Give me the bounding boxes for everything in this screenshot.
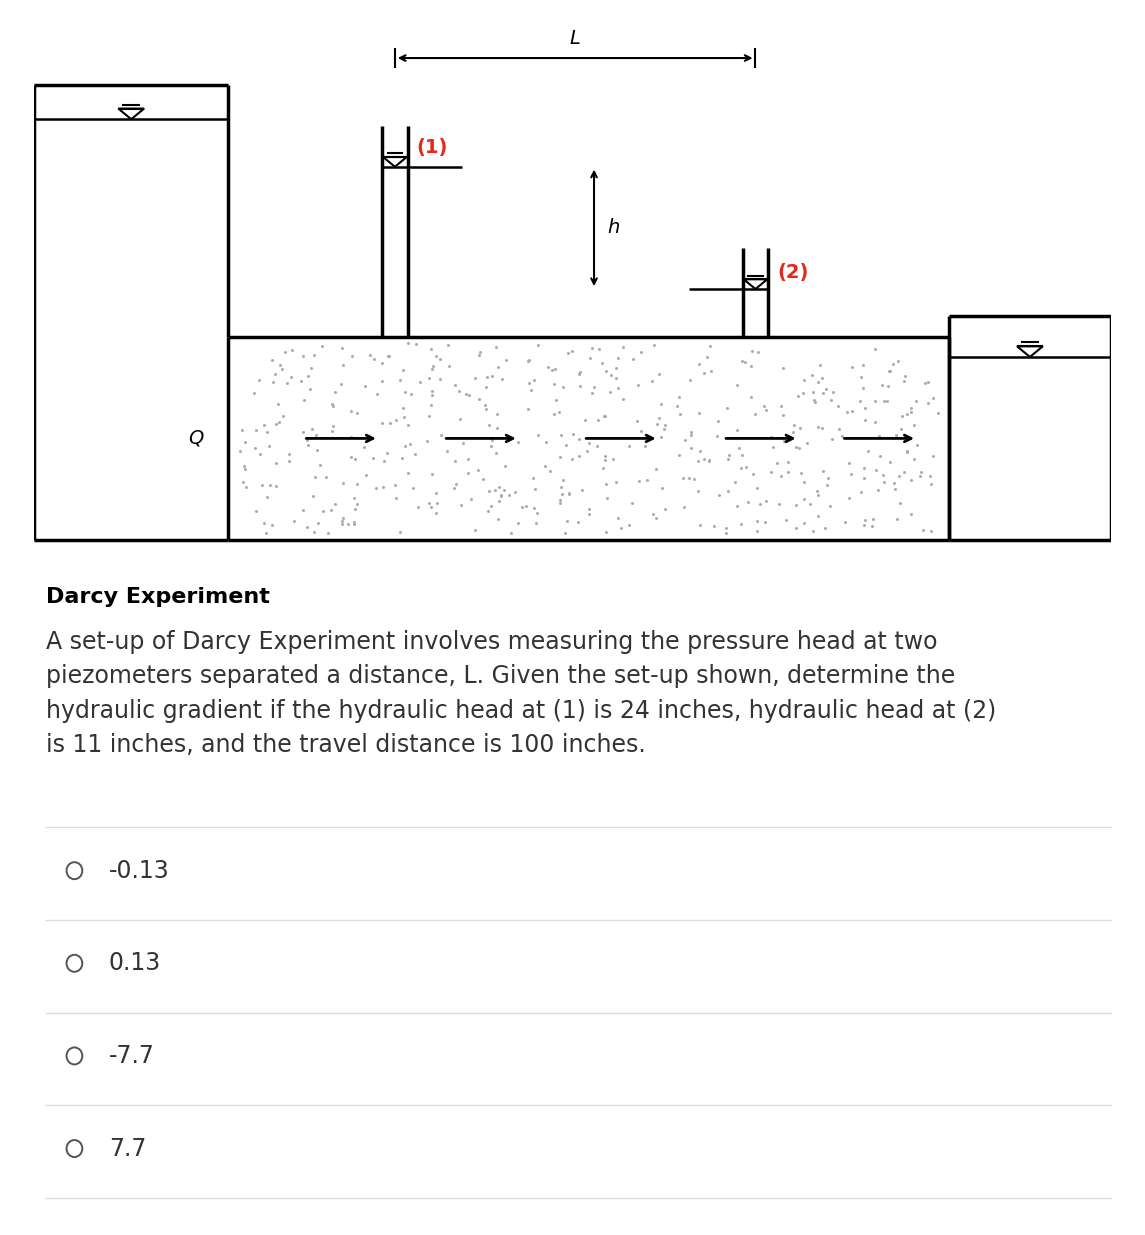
Text: $L$: $L$ bbox=[569, 28, 581, 48]
Text: 7.7: 7.7 bbox=[109, 1136, 147, 1161]
Text: -0.13: -0.13 bbox=[109, 858, 169, 883]
Text: Darcy Experiment: Darcy Experiment bbox=[46, 587, 270, 606]
Text: $Q$: $Q$ bbox=[188, 429, 204, 448]
Text: $h$: $h$ bbox=[607, 219, 619, 237]
Text: A set-up of Darcy Experiment involves measuring the pressure head at two
piezome: A set-up of Darcy Experiment involves me… bbox=[46, 630, 996, 757]
Text: 0.13: 0.13 bbox=[109, 951, 161, 976]
Text: (1): (1) bbox=[417, 137, 448, 157]
Text: (2): (2) bbox=[777, 263, 808, 283]
Text: -7.7: -7.7 bbox=[109, 1044, 155, 1068]
